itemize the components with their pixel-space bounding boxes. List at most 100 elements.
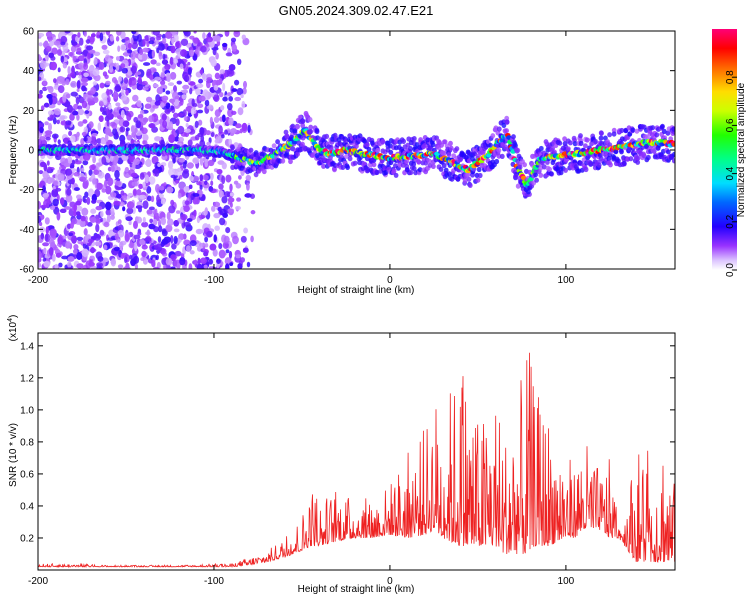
noise-speckle <box>99 82 105 89</box>
noise-speckle <box>203 264 208 269</box>
noise-speckle <box>145 159 152 167</box>
noise-speckle <box>92 156 96 164</box>
noise-speckle <box>168 121 174 130</box>
noise-speckle <box>201 72 206 80</box>
noise-speckle <box>39 89 43 95</box>
noise-speckle <box>75 211 81 216</box>
noise-speckle <box>135 216 143 224</box>
noise-speckle <box>187 139 193 147</box>
noise-speckle <box>93 58 98 65</box>
noise-speckle <box>107 177 114 186</box>
noise-speckle <box>121 154 129 161</box>
ridge-halo <box>513 173 518 179</box>
noise-speckle <box>136 100 142 107</box>
noise-speckle <box>114 181 122 186</box>
noise-speckle <box>214 225 220 231</box>
noise-speckle <box>147 195 152 202</box>
noise-speckle <box>77 105 83 110</box>
noise-speckle <box>65 241 71 249</box>
noise-speckle <box>240 257 245 263</box>
noise-speckle <box>225 263 229 269</box>
noise-speckle <box>93 51 101 56</box>
noise-speckle <box>209 243 217 251</box>
noise-speckle <box>127 192 133 197</box>
noise-speckle <box>116 56 120 61</box>
noise-speckle <box>139 194 147 200</box>
noise-speckle <box>170 105 175 111</box>
noise-speckle <box>170 266 176 269</box>
ridge-halo <box>572 141 578 147</box>
noise-speckle <box>70 81 77 88</box>
noise-speckle <box>189 175 194 182</box>
noise-speckle <box>120 109 125 118</box>
ridge-halo <box>630 127 636 133</box>
noise-speckle <box>136 189 142 196</box>
noise-speckle <box>221 162 227 170</box>
noise-speckle <box>157 163 161 167</box>
noise-speckle <box>140 257 145 261</box>
noise-speckle <box>61 255 69 260</box>
noise-speckle <box>95 162 102 168</box>
noise-speckle <box>86 222 93 227</box>
noise-speckle <box>98 101 104 107</box>
ridge-halo <box>408 146 413 152</box>
noise-speckle <box>130 51 136 60</box>
noise-speckle <box>71 74 76 79</box>
noise-speckle <box>38 32 45 38</box>
noise-speckle <box>234 79 240 86</box>
snr-y-tick-label: 1.2 <box>20 373 34 384</box>
ridge-halo <box>332 167 337 173</box>
noise-speckle <box>121 88 125 97</box>
noise-speckle <box>76 114 80 121</box>
noise-speckle <box>101 44 108 50</box>
noise-speckle <box>226 92 232 97</box>
noise-speckle <box>173 220 179 227</box>
ridge-halo <box>501 122 507 128</box>
ridge-halo <box>446 152 452 158</box>
noise-speckle <box>148 115 155 123</box>
ridge-halo <box>517 164 523 170</box>
noise-speckle <box>110 165 115 173</box>
noise-speckle <box>181 89 188 94</box>
noise-speckle <box>60 41 66 46</box>
noise-speckle <box>79 219 86 228</box>
noise-speckle <box>141 221 149 228</box>
noise-speckle <box>101 188 107 193</box>
noise-speckle <box>173 59 179 64</box>
noise-speckle <box>108 103 112 110</box>
noise-speckle <box>92 178 97 185</box>
ridge-halo <box>475 177 481 183</box>
noise-speckle <box>195 88 201 96</box>
ridge-halo <box>438 166 444 172</box>
ridge-halo <box>514 148 520 154</box>
noise-speckle <box>151 259 156 268</box>
ridge-halo <box>230 144 235 151</box>
ridge-halo <box>562 136 567 142</box>
noise-speckle <box>112 92 119 99</box>
ridge-halo <box>347 156 353 162</box>
noise-speckle <box>228 64 236 71</box>
noise-speckle <box>229 192 235 197</box>
noise-speckle <box>125 89 129 96</box>
noise-speckle <box>225 174 232 183</box>
noise-speckle <box>193 209 197 217</box>
noise-speckle <box>130 125 135 134</box>
noise-speckle <box>220 105 225 111</box>
noise-speckle <box>76 263 84 269</box>
noise-speckle <box>96 34 101 39</box>
noise-speckle <box>230 37 237 43</box>
noise-speckle <box>106 158 111 163</box>
noise-speckle <box>76 236 84 241</box>
noise-speckle <box>84 110 90 115</box>
noise-speckle <box>83 198 87 204</box>
noise-speckle <box>114 131 119 139</box>
ridge-halo <box>650 125 656 131</box>
noise-speckle <box>62 62 68 69</box>
ridge-halo <box>477 172 483 179</box>
noise-speckle <box>168 205 176 214</box>
ridge-halo <box>634 128 640 134</box>
noise-speckle <box>154 208 158 217</box>
noise-speckle <box>241 34 246 40</box>
noise-speckle <box>133 158 140 166</box>
noise-speckle <box>223 235 230 244</box>
